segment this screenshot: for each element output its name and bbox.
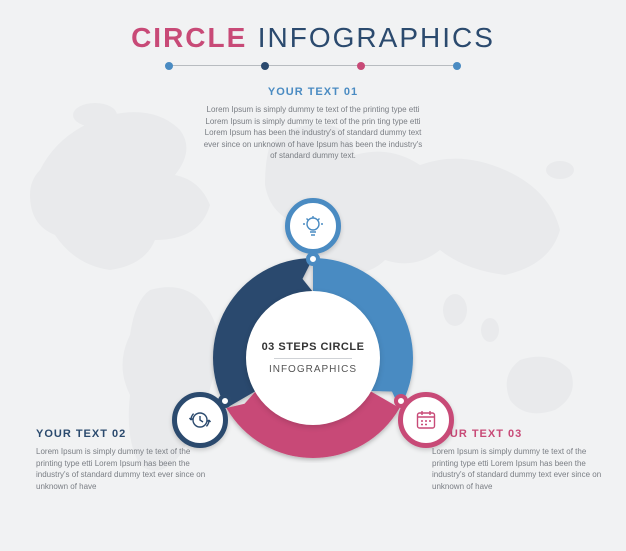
main-title: CIRCLE INFOGRAPHICS bbox=[0, 22, 626, 54]
step-icon-node-2 bbox=[172, 392, 228, 448]
decor-dot bbox=[453, 62, 461, 70]
center-circle: 03 STEPS CIRCLE INFOGRAPHICS bbox=[246, 291, 380, 425]
decor-dot bbox=[261, 62, 269, 70]
step-heading: YOUR TEXT 03 bbox=[432, 428, 602, 440]
step-body: Lorem Ipsum is simply dummy te text of t… bbox=[432, 446, 602, 492]
title-word-1: CIRCLE bbox=[131, 22, 247, 53]
step-text-3: YOUR TEXT 03 Lorem Ipsum is simply dummy … bbox=[432, 428, 602, 492]
step-body: Lorem Ipsum is simply dummy te text of t… bbox=[203, 104, 423, 162]
circle-diagram: 03 STEPS CIRCLE INFOGRAPHICS bbox=[208, 253, 418, 463]
connector-dot bbox=[394, 394, 408, 408]
step-icon-node-3 bbox=[398, 392, 454, 448]
center-rule bbox=[274, 358, 352, 359]
step-text-1: YOUR TEXT 01 Lorem Ipsum is simply dummy … bbox=[203, 86, 423, 162]
step-heading: YOUR TEXT 01 bbox=[203, 86, 423, 98]
decor-dot bbox=[165, 62, 173, 70]
center-line-2: INFOGRAPHICS bbox=[269, 364, 357, 375]
connector-dot bbox=[218, 394, 232, 408]
decor-dot bbox=[357, 62, 365, 70]
title-word-2: INFOGRAPHICS bbox=[258, 22, 495, 53]
connector-dot bbox=[306, 252, 320, 266]
step-body: Lorem Ipsum is simply dummy te text of t… bbox=[36, 446, 206, 492]
step-icon-node-1 bbox=[285, 198, 341, 254]
center-line-1: 03 STEPS CIRCLE bbox=[262, 341, 365, 353]
lightbulb-icon bbox=[285, 198, 341, 254]
title-divider bbox=[165, 60, 461, 72]
